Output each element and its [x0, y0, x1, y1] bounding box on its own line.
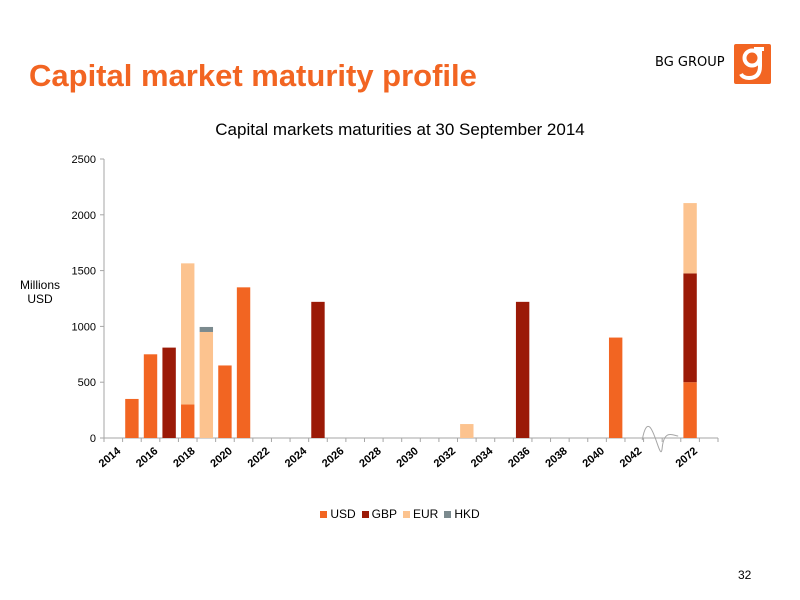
slide-title: Capital market maturity profile	[29, 58, 477, 93]
bar-gbp-2072	[683, 273, 697, 383]
legend-label: EUR	[413, 507, 439, 521]
x-tick-label: 2022	[246, 445, 272, 470]
legend-swatch	[444, 510, 452, 518]
x-tick-label: 2018	[171, 445, 197, 470]
x-tick-label: 2014	[97, 445, 124, 470]
legend-label: HKD	[454, 507, 480, 521]
x-tick-label: 2034	[469, 445, 496, 470]
x-tick-label: 2026	[320, 445, 346, 470]
bar-eur-2018	[181, 263, 195, 405]
x-tick-label: 2042	[618, 445, 644, 470]
legend-swatch	[320, 510, 328, 518]
y-tick-label: 2000	[72, 210, 96, 222]
bar-usd-2021	[236, 287, 251, 438]
y-axis-label: Millions USD	[19, 278, 60, 306]
bar-hkd-2019	[199, 326, 214, 332]
legend-swatch	[361, 510, 369, 518]
bar-usd-2041	[608, 337, 623, 438]
x-tick-label: 2040	[581, 445, 607, 470]
legend-swatch	[403, 510, 410, 518]
chart-title: Capital markets maturities at 30 Septemb…	[215, 120, 585, 139]
page-number: 32	[738, 568, 752, 582]
bar-eur-2019	[199, 331, 214, 438]
legend-item-hkd: HKD	[444, 507, 480, 521]
bar-gbp-2017	[162, 347, 176, 438]
bar-usd-2016	[143, 354, 158, 438]
x-tick-label: 2036	[506, 445, 532, 470]
x-tick-label: 2020	[208, 445, 234, 470]
y-tick-label: 0	[90, 433, 96, 445]
chart-legend: USD GBP EUR HKD	[0, 507, 800, 521]
bar-eur-2033	[460, 424, 474, 438]
x-tick-label: 2038	[543, 445, 569, 470]
y-tick-label: 500	[78, 377, 96, 389]
bar-usd-2020	[218, 365, 232, 438]
bar-eur-2072	[683, 203, 697, 274]
y-tick-label: 1500	[72, 266, 96, 278]
x-tick-label: 2032	[432, 445, 458, 470]
y-tick-label: 1000	[72, 321, 96, 333]
legend-label: USD	[330, 507, 356, 521]
legend-label: GBP	[371, 507, 397, 521]
axis-break-mark	[641, 425, 679, 452]
y-tick-label: 2500	[72, 154, 96, 166]
x-tick-label: 2072	[674, 445, 700, 470]
bar-usd-2018	[181, 404, 195, 438]
bar-gbp-2036	[515, 301, 530, 438]
x-tick-label: 2028	[357, 445, 383, 470]
legend-item-eur: EUR	[403, 507, 438, 521]
legend-item-gbp: GBP	[361, 507, 397, 521]
x-tick-label: 2030	[394, 445, 420, 470]
x-tick-label: 2016	[134, 445, 160, 470]
bar-usd-2072	[683, 382, 697, 438]
legend-item-usd: USD	[320, 507, 356, 521]
brand-name: BG GROUP	[655, 55, 725, 70]
bg-logo-icon	[734, 44, 771, 84]
bar-gbp-2025	[311, 301, 325, 438]
bar-usd-2015	[125, 398, 139, 438]
x-tick-label: 2024	[283, 445, 310, 470]
